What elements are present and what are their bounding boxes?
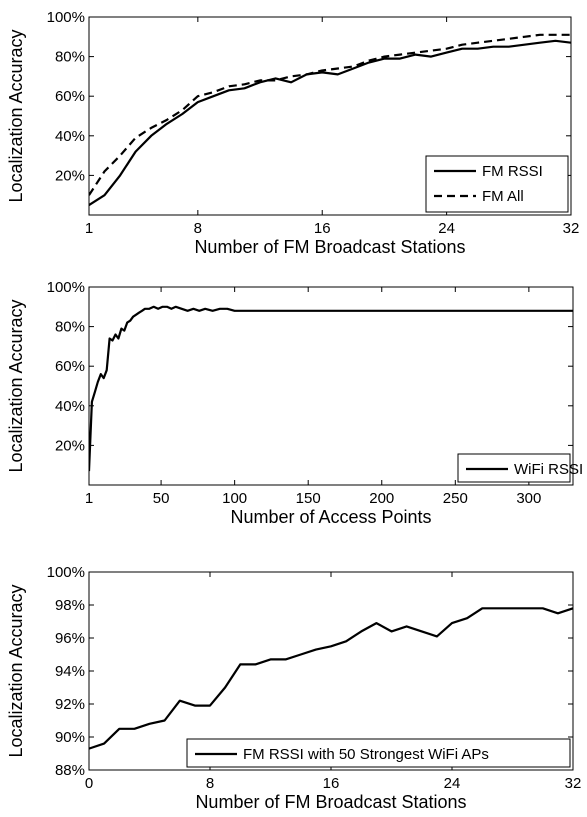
x-tick-label: 0 [85,775,93,792]
x-tick-label: 16 [314,220,331,237]
x-axis-label: Number of FM Broadcast Stations [194,237,465,257]
legend-label: FM RSSI [482,163,543,180]
x-tick-label: 50 [153,490,170,507]
y-tick-label: 80% [55,319,85,336]
series-line-wifi-rssi [89,305,573,472]
y-tick-label: 94% [55,663,85,680]
y-tick-label: 20% [55,437,85,454]
x-tick-label: 1 [85,490,93,507]
y-tick-label: 40% [55,398,85,415]
y-tick-label: 90% [55,729,85,746]
x-tick-label: 8 [194,220,202,237]
plot-frame [88,286,574,486]
series-line-fm-rssi [89,39,571,207]
y-tick-label: 40% [55,128,85,145]
x-tick-label: 150 [296,490,321,507]
chart-panel-2: 1 50 100 150 200 250 30020%40%60%80%100%Number… [6,279,583,527]
y-tick-label: 88% [55,762,85,779]
chart-panel-3: 0 8 16 24 32 88% 90% 92% 94% 96% 98% 100% Number of … [6,564,581,812]
y-tick-label: 96% [55,630,85,647]
y-axis-label: Localization Accuracy [6,29,26,202]
x-tick-label: 24 [438,220,455,237]
x-axis-label: Number of Access Points [230,507,431,527]
y-tick-label: 100% [47,279,85,296]
y-tick-label: 80% [55,49,85,66]
y-tick-label: 100% [47,564,85,581]
legend-label: FM RSSI with 50 Strongest WiFi APs [243,746,489,763]
x-tick-label: 100 [222,490,247,507]
x-tick-label: 250 [443,490,468,507]
chart-panel-1: 1 8 16 24 32 20% 40% 60% 80% 100% Number of FM Bro… [6,9,579,257]
y-tick-label: 20% [55,167,85,184]
y-tick-label: 100% [47,9,85,26]
y-axis-label: Localization Accuracy [6,584,26,757]
x-tick-label: 200 [369,490,394,507]
y-tick-label: 92% [55,696,85,713]
plot-frame [88,16,572,216]
x-tick-label: 32 [563,220,580,237]
x-tick-label: 16 [323,775,340,792]
x-tick-label: 1 [85,220,93,237]
series-line-fm-rssi-with-50-strongest-wifi-aps [89,607,573,750]
y-tick-label: 60% [55,88,85,105]
y-tick-label: 98% [55,597,85,614]
series-line-fm-all [89,33,571,196]
legend-box [186,738,571,768]
x-tick-label: 300 [516,490,541,507]
y-axis-label: Localization Accuracy [6,299,26,472]
x-tick-label: 8 [206,775,214,792]
legend-label: FM All [482,188,524,205]
legend-label: WiFi RSSI [514,461,583,478]
y-tick-label: 60% [55,358,85,375]
x-tick-label: 32 [565,775,582,792]
legend-box [425,155,569,213]
x-tick-label: 24 [444,775,461,792]
x-axis-label: Number of FM Broadcast Stations [195,792,466,812]
